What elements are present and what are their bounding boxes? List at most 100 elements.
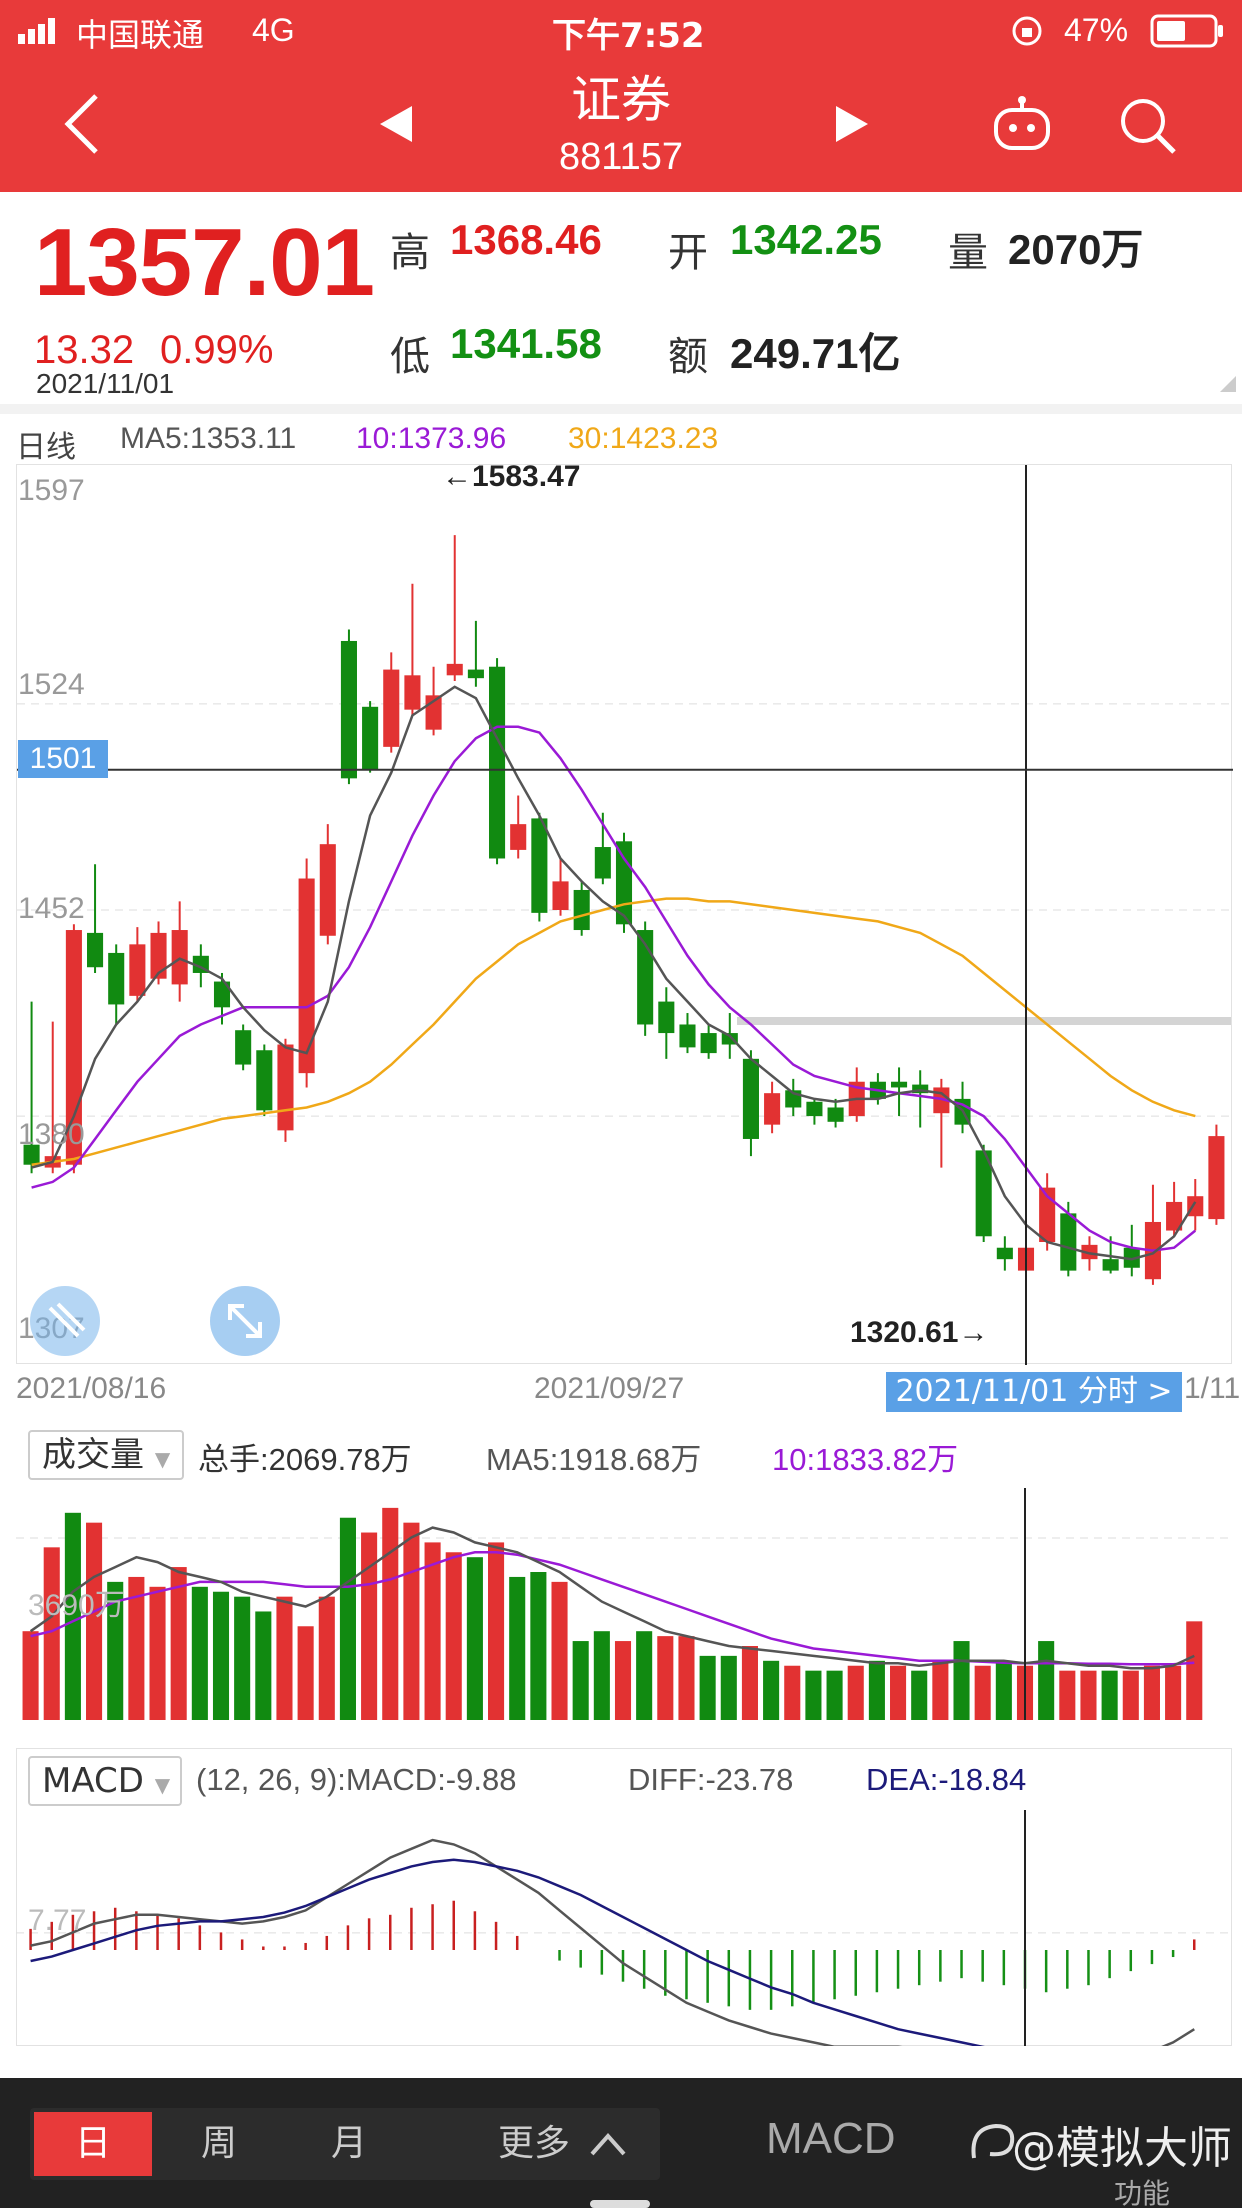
volume-bar bbox=[64, 1512, 81, 1720]
macd-chart[interactable] bbox=[16, 1810, 1232, 2046]
volume-bar bbox=[170, 1567, 187, 1720]
candle-body bbox=[679, 1024, 696, 1048]
tab-day[interactable]: 日 bbox=[34, 2112, 152, 2176]
volume-bar bbox=[1122, 1670, 1139, 1720]
nav-bar: 证券 881157 bbox=[0, 60, 1242, 192]
page-title: 证券 bbox=[571, 71, 671, 129]
volume-chart[interactable] bbox=[16, 1488, 1232, 1720]
candle-body bbox=[446, 663, 463, 676]
volume-bar bbox=[86, 1522, 103, 1720]
volume-ma5-line bbox=[29, 1526, 1195, 1670]
watermark-logo-icon bbox=[966, 2118, 1018, 2164]
carrier-label: 中国联通 bbox=[76, 16, 205, 54]
candle-body bbox=[467, 669, 484, 679]
candle-body bbox=[1166, 1201, 1183, 1231]
volume-bar bbox=[911, 1670, 928, 1720]
bottom-tab-bar: 日 周 月 更多 MACD @模拟大师 功能 bbox=[0, 2078, 1242, 2210]
volume-bar bbox=[699, 1655, 716, 1720]
watermark-text: @模拟大师 bbox=[1012, 2123, 1232, 2174]
ma5-line bbox=[31, 685, 1197, 1261]
signal-icon bbox=[18, 18, 68, 44]
candle-body bbox=[721, 1033, 738, 1045]
candle-body bbox=[256, 1050, 273, 1111]
volume-bar bbox=[107, 1581, 124, 1720]
volume-bar bbox=[149, 1586, 166, 1720]
candle-body bbox=[764, 1093, 781, 1125]
candle-body bbox=[594, 847, 611, 879]
volume-bar bbox=[784, 1665, 801, 1720]
volume-bar bbox=[1101, 1670, 1118, 1720]
volume-indicator-select[interactable]: 成交量 ▼ bbox=[28, 1430, 184, 1480]
volume-ma10-line bbox=[30, 1551, 1195, 1666]
y-tick-1597: 1597 bbox=[18, 474, 85, 507]
macd-dea: DEA:-18.84 bbox=[866, 1762, 1027, 1797]
volume-bar bbox=[43, 1547, 60, 1720]
candle-body bbox=[1039, 1187, 1056, 1242]
candle-body bbox=[1060, 1213, 1077, 1271]
indicator-button[interactable]: MACD bbox=[766, 2114, 896, 2163]
high-value: 1368.46 bbox=[450, 216, 602, 263]
candle-body bbox=[700, 1033, 717, 1054]
open-value: 1342.25 bbox=[730, 216, 882, 263]
robot-assistant-icon[interactable] bbox=[990, 96, 1054, 152]
macd-selector-label: MACD bbox=[42, 1761, 144, 1801]
volume-bar bbox=[276, 1596, 293, 1720]
battery-icon bbox=[1150, 14, 1226, 48]
volume-value: 2070万 bbox=[1008, 226, 1144, 273]
y-tick-1452: 1452 bbox=[18, 892, 85, 925]
dea-line bbox=[30, 1858, 985, 2046]
macd-indicator-select[interactable]: MACD ▼ bbox=[28, 1756, 182, 1806]
candle-body bbox=[362, 706, 379, 770]
volume-label: 量 bbox=[948, 230, 988, 276]
tab-month[interactable]: 月 bbox=[330, 2123, 367, 2164]
crosshair-date-button[interactable]: 2021/11/01 分时 > bbox=[886, 1372, 1182, 1412]
battery-percent: 47% bbox=[1064, 12, 1129, 48]
back-icon[interactable] bbox=[58, 92, 108, 156]
orientation-lock-icon bbox=[1010, 14, 1044, 48]
volume-bar bbox=[572, 1641, 589, 1720]
volume-bar bbox=[128, 1576, 145, 1720]
date-start: 2021/08/16 bbox=[16, 1372, 167, 1405]
kline-chart[interactable] bbox=[16, 464, 1233, 1365]
ma30-legend: 30:1423.23 bbox=[568, 422, 719, 455]
volume-bar bbox=[995, 1660, 1012, 1720]
candle-body bbox=[975, 1150, 992, 1237]
low-value: 1341.58 bbox=[450, 320, 602, 367]
candle-body bbox=[1081, 1244, 1098, 1260]
candle-body bbox=[552, 881, 569, 910]
y-tick-1380: 1380 bbox=[18, 1118, 85, 1151]
volume-bar bbox=[255, 1611, 272, 1720]
expand-corner-icon[interactable] bbox=[1220, 376, 1236, 392]
candle-body bbox=[213, 981, 231, 1008]
next-stock-icon[interactable] bbox=[832, 102, 872, 146]
candle-body bbox=[1102, 1259, 1119, 1271]
volume-bar bbox=[234, 1596, 251, 1720]
volume-bar bbox=[22, 1631, 39, 1720]
chevron-down-icon: ▼ bbox=[154, 1447, 171, 1471]
volume-bar bbox=[974, 1665, 991, 1720]
tab-week[interactable]: 周 bbox=[200, 2123, 237, 2164]
function-label[interactable]: 功能 bbox=[1114, 2177, 1171, 2210]
pan-left-icon[interactable] bbox=[30, 1286, 100, 1356]
candle-body bbox=[108, 952, 125, 1005]
prev-stock-icon[interactable] bbox=[376, 102, 416, 146]
current-price: 1357.01 bbox=[34, 209, 375, 316]
tab-more[interactable]: 更多 bbox=[497, 2123, 570, 2164]
volume-ma5: MA5:1918.68万 bbox=[486, 1442, 702, 1477]
volume-bar bbox=[466, 1557, 483, 1720]
candle-body bbox=[891, 1081, 908, 1088]
volume-bar bbox=[361, 1532, 378, 1720]
volume-bar bbox=[741, 1646, 758, 1720]
volume-bar bbox=[1038, 1641, 1055, 1720]
chevron-up-icon[interactable] bbox=[588, 2128, 628, 2158]
candle-body bbox=[235, 1030, 252, 1065]
candle-body bbox=[827, 1107, 844, 1122]
candle-body bbox=[637, 930, 654, 1025]
search-icon[interactable] bbox=[1118, 96, 1178, 156]
date-mid: 2021/09/27 bbox=[534, 1372, 685, 1405]
fullscreen-icon[interactable] bbox=[210, 1286, 280, 1356]
candle-body bbox=[404, 675, 421, 710]
period-label: 日线 bbox=[16, 431, 76, 464]
volume-bar bbox=[1165, 1665, 1182, 1720]
amount-label: 额 bbox=[668, 334, 708, 380]
